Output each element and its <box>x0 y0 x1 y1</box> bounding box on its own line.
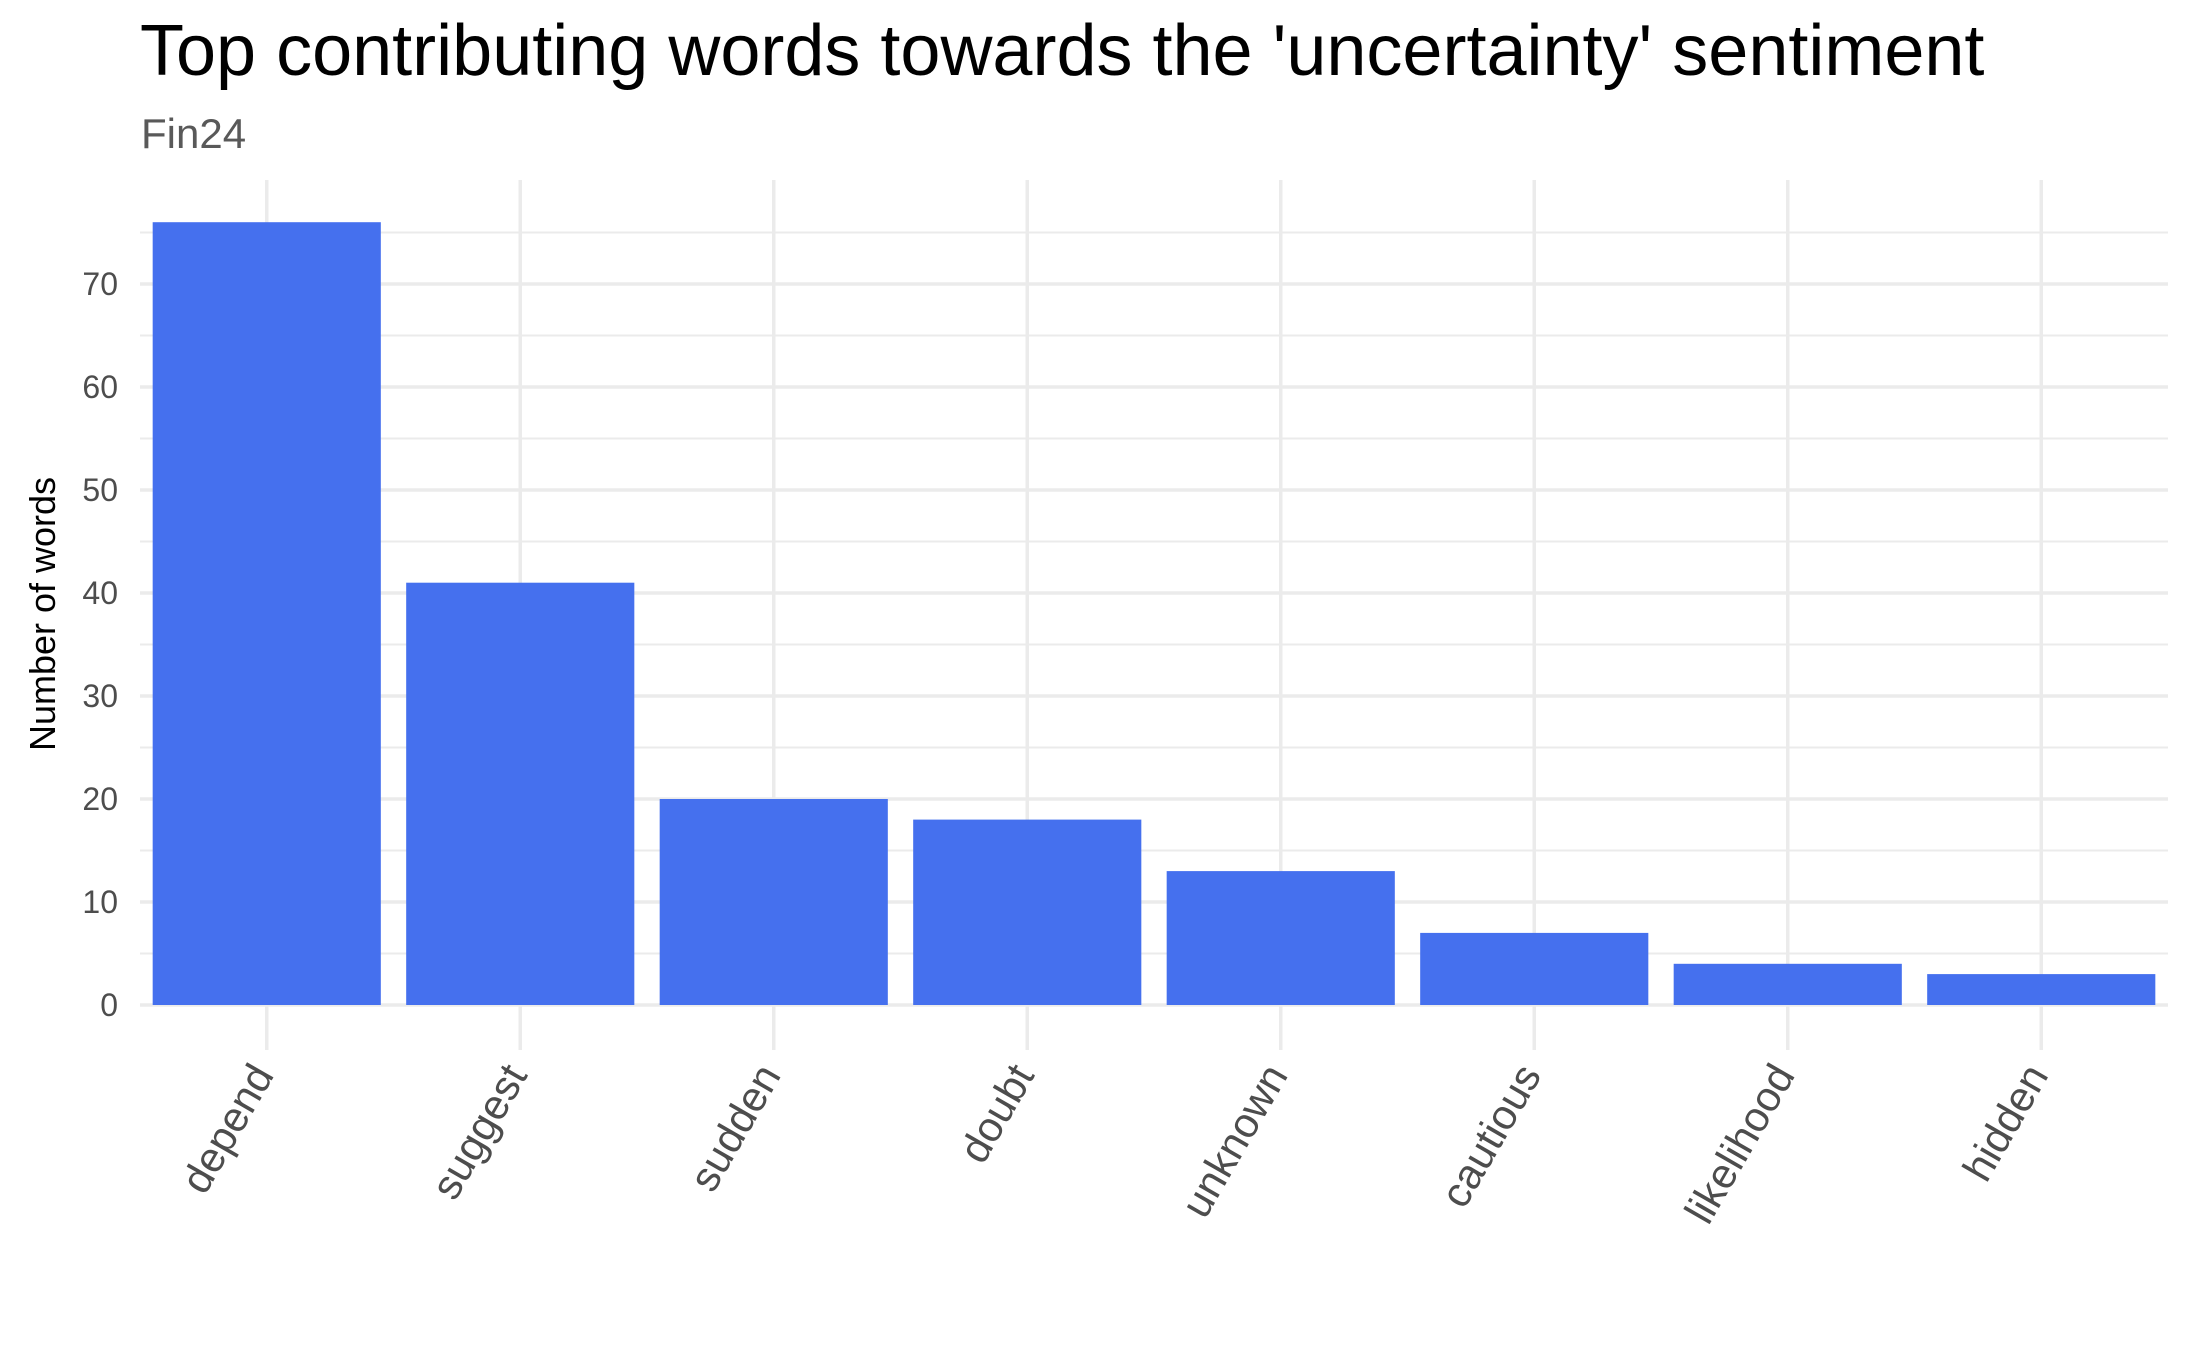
x-tick-label-hidden: hidden <box>1953 1056 2057 1189</box>
chart-title: Top contributing words towards the 'unce… <box>140 11 1985 91</box>
y-tick-label: 30 <box>82 678 118 714</box>
y-axis-label: Number of words <box>22 477 63 751</box>
x-tick-label-unknown: unknown <box>1172 1056 1297 1225</box>
bar-hidden <box>1927 974 2156 1005</box>
x-tick-label-suggest: suggest <box>422 1056 536 1207</box>
bar-likelihood <box>1673 963 1902 1005</box>
bars <box>152 222 2156 1005</box>
y-tick-label: 50 <box>82 472 118 508</box>
x-tick-label-likelihood: likelihood <box>1675 1056 1803 1231</box>
x-tick-label-depend: depend <box>172 1056 283 1201</box>
chart-subtitle: Fin24 <box>141 110 247 157</box>
y-tick-label: 40 <box>82 575 118 611</box>
bar-suggest <box>406 582 635 1005</box>
bar-sudden <box>659 799 888 1005</box>
y-axis-ticks: 0 10 20 30 40 50 60 70 <box>82 266 118 1023</box>
y-tick-label: 20 <box>82 781 118 817</box>
bar-depend <box>152 222 381 1005</box>
y-tick-label: 0 <box>100 987 118 1023</box>
bar-unknown <box>1166 871 1395 1005</box>
x-tick-label-cautious: cautious <box>1431 1056 1550 1215</box>
bar-doubt <box>913 819 1142 1005</box>
bar-cautious <box>1420 932 1649 1005</box>
y-tick-label: 10 <box>82 884 118 920</box>
x-tick-label-doubt: doubt <box>950 1056 1043 1171</box>
y-tick-label: 70 <box>82 266 118 302</box>
y-tick-label: 60 <box>82 369 118 405</box>
x-tick-label-sudden: sudden <box>680 1056 790 1199</box>
x-axis-ticks: depend suggest sudden doubt unknown cautious l… <box>172 1056 2057 1231</box>
